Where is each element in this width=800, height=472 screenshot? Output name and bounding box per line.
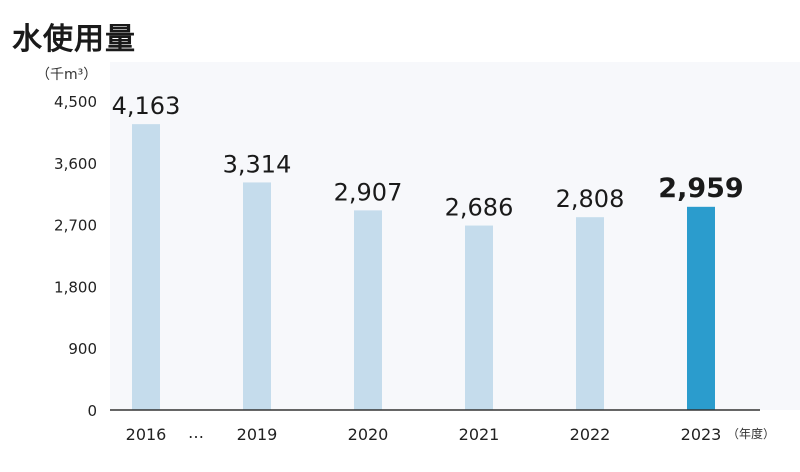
bar-2022 <box>576 217 604 410</box>
value-label-2020: 2,907 <box>334 178 403 206</box>
x-tick-label-2020: 2020 <box>348 425 389 444</box>
bar-2016 <box>132 124 160 411</box>
x-axis-unit-label: （年度） <box>727 426 775 441</box>
bars-group <box>132 124 715 411</box>
bar-2019 <box>243 182 271 410</box>
y-axis-ticks: 0 900 1,800 2,700 3,600 4,500 <box>54 93 97 420</box>
axis-break-ellipsis: … <box>188 423 204 442</box>
chart-title: 水使用量 <box>12 22 136 57</box>
x-tick-label-2022: 2022 <box>570 425 611 444</box>
value-label-2023: 2,959 <box>658 173 743 204</box>
y-tick-label: 4,500 <box>54 93 97 111</box>
value-label-2021: 2,686 <box>445 194 514 222</box>
x-tick-label-2023: 2023 <box>681 425 722 444</box>
y-tick-label: 0 <box>87 402 97 420</box>
bar-2020 <box>354 210 382 410</box>
bar-2023 <box>687 206 715 410</box>
value-label-2022: 2,808 <box>556 185 625 213</box>
x-tick-label-2021: 2021 <box>459 425 500 444</box>
y-tick-label: 1,800 <box>54 278 97 296</box>
y-tick-label: 900 <box>68 340 97 358</box>
plot-background <box>110 62 800 410</box>
x-tick-label-2019: 2019 <box>237 425 278 444</box>
x-axis-labels: 2016 2019 2020 2021 2022 2023 <box>126 425 722 444</box>
y-tick-label: 2,700 <box>54 217 97 235</box>
value-label-2019: 3,314 <box>223 150 292 178</box>
bar-2021 <box>465 225 493 410</box>
x-tick-label-2016: 2016 <box>126 425 167 444</box>
y-tick-label: 3,600 <box>54 155 97 173</box>
value-label-2016: 4,163 <box>112 92 181 120</box>
y-axis-unit-label: （千m³） <box>36 67 98 83</box>
value-labels-group: 4,163 3,314 2,907 2,686 2,808 2,959 <box>112 92 744 221</box>
